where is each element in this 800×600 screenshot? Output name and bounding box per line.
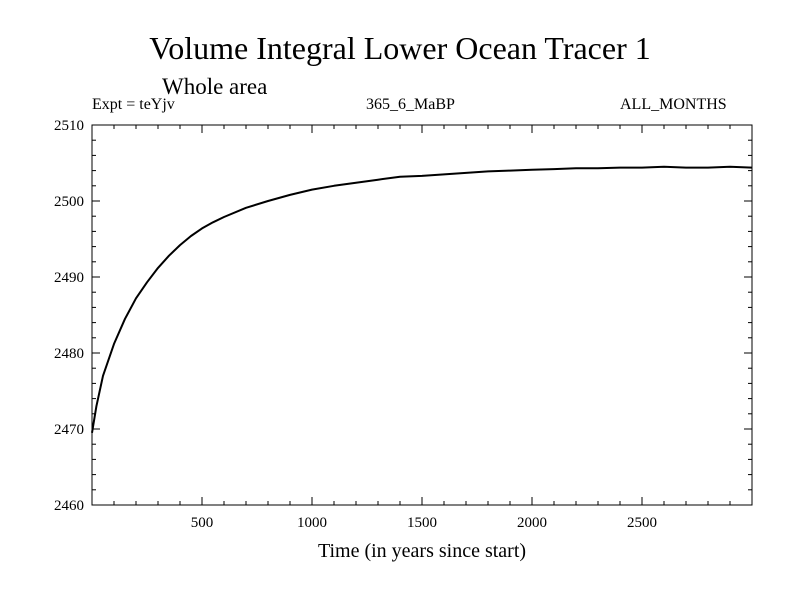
x-tick-label: 1000	[297, 515, 327, 531]
y-tick-labels: 2460 2470 2480 2490 2500 2510	[54, 118, 84, 514]
x-axis-label: Time (in years since start)	[318, 540, 526, 562]
run-label: 365_6_MaBP	[366, 96, 455, 113]
x-tick-label: 1500	[407, 515, 437, 531]
chart-title: Volume Integral Lower Ocean Tracer 1	[149, 30, 651, 66]
y-tick-label: 2510	[54, 118, 84, 134]
plot-frame	[91, 124, 753, 506]
y-tick-label: 2460	[54, 498, 84, 514]
x-tick-labels: 500 1000 1500 2000 2500	[191, 515, 657, 531]
y-tick-label: 2480	[54, 346, 84, 362]
x-tick-label: 2000	[517, 515, 547, 531]
y-tick-label: 2490	[54, 270, 84, 286]
x-tick-label: 2500	[627, 515, 657, 531]
y-tick-label: 2470	[54, 422, 84, 438]
x-tick-label: 500	[191, 515, 214, 531]
months-label: ALL_MONTHS	[620, 96, 727, 113]
axis-ticks	[92, 125, 752, 505]
series-line	[91, 165, 753, 433]
experiment-label: Expt = teYjv	[92, 96, 175, 113]
chart-subtitle: Whole area	[162, 74, 268, 99]
y-tick-label: 2500	[54, 194, 84, 210]
